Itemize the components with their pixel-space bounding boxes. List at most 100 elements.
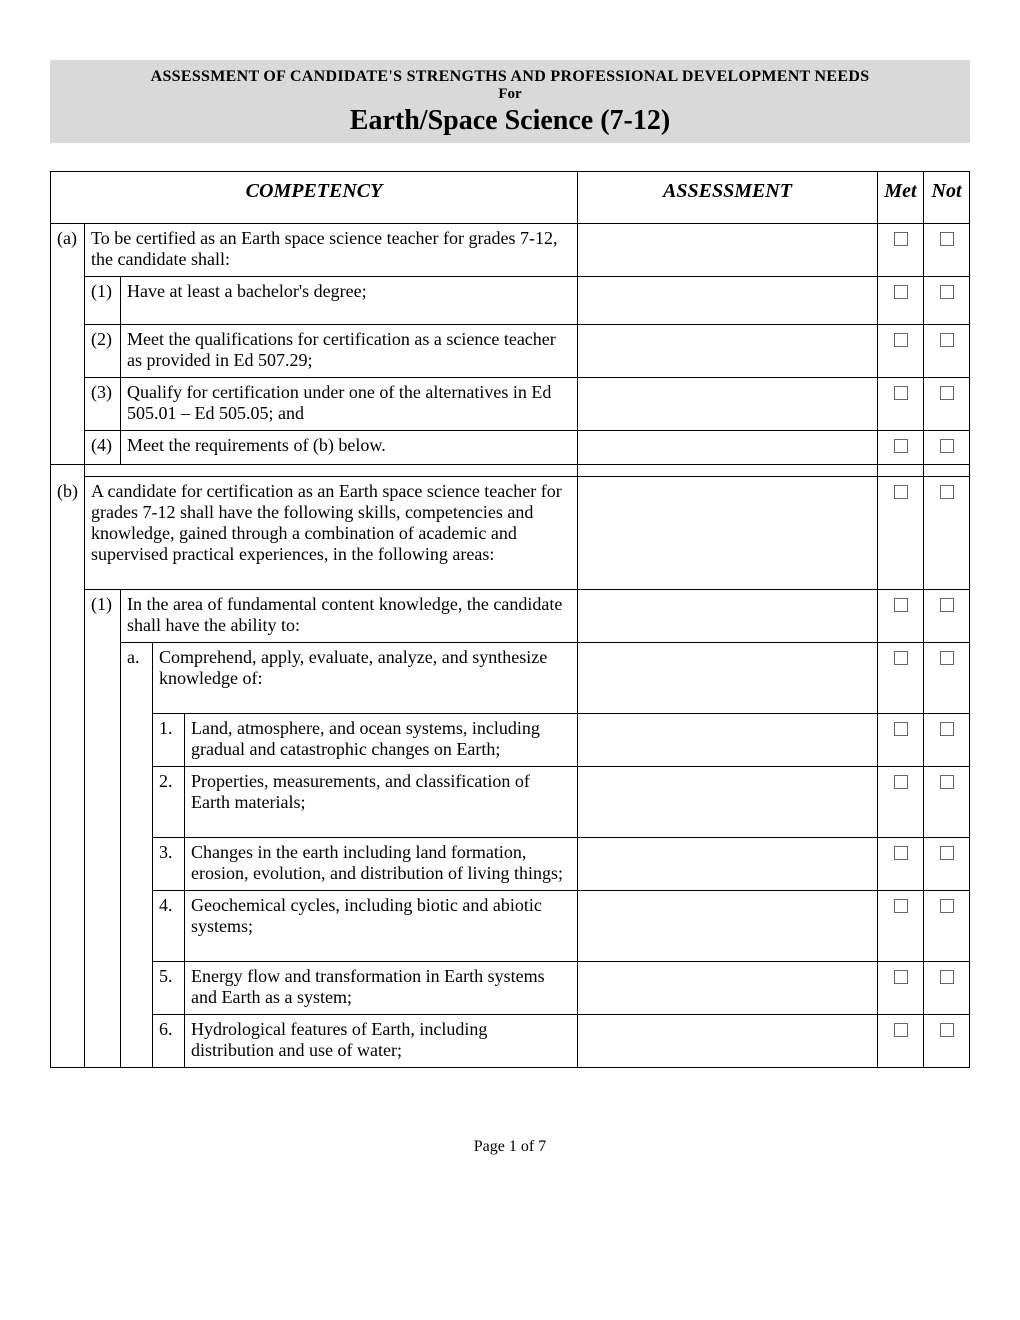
- met-cell: [878, 224, 924, 277]
- checkbox-icon[interactable]: [940, 651, 954, 665]
- row-b-text: A candidate for certification as an Eart…: [85, 477, 578, 590]
- col-assessment: ASSESSMENT: [578, 172, 878, 224]
- row-a4-text: Meet the requirements of (b) below.: [121, 431, 578, 465]
- row-b1-text: In the area of fundamental content knowl…: [121, 590, 578, 643]
- row-b1a3-label: 3.: [153, 838, 185, 891]
- not-cell: [924, 767, 970, 838]
- checkbox-icon[interactable]: [894, 386, 908, 400]
- checkbox-icon[interactable]: [894, 651, 908, 665]
- header-title: Earth/Space Science (7-12): [56, 105, 964, 137]
- row-a1-label: (1): [85, 277, 121, 325]
- indent-cell: [51, 590, 85, 643]
- table-row: (a) To be certified as an Earth space sc…: [51, 224, 970, 277]
- not-cell: [924, 590, 970, 643]
- checkbox-icon[interactable]: [894, 285, 908, 299]
- assessment-cell: [578, 767, 878, 838]
- assessment-cell: [578, 431, 878, 465]
- checkbox-icon[interactable]: [940, 970, 954, 984]
- checkbox-icon[interactable]: [894, 1023, 908, 1037]
- checkbox-icon[interactable]: [940, 439, 954, 453]
- checkbox-icon[interactable]: [940, 232, 954, 246]
- col-competency: COMPETENCY: [51, 172, 578, 224]
- not-cell: [924, 714, 970, 767]
- assessment-cell: [578, 891, 878, 962]
- indent-cell: [51, 962, 85, 1015]
- row-a1-text: Have at least a bachelor's degree;: [121, 277, 578, 325]
- table-row: (3) Qualify for certification under one …: [51, 378, 970, 431]
- indent-cell: [85, 767, 121, 838]
- indent-cell: [51, 378, 85, 431]
- assessment-cell: [578, 378, 878, 431]
- indent-cell: [85, 643, 121, 714]
- checkbox-icon[interactable]: [894, 970, 908, 984]
- indent-cell: [51, 891, 85, 962]
- met-cell: [878, 714, 924, 767]
- row-a2-text: Meet the qualifications for certificatio…: [121, 325, 578, 378]
- checkbox-icon[interactable]: [894, 333, 908, 347]
- not-cell: [924, 891, 970, 962]
- table-header-row: COMPETENCY ASSESSMENT Met Not: [51, 172, 970, 224]
- checkbox-icon[interactable]: [940, 775, 954, 789]
- header-for: For: [56, 86, 964, 103]
- indent-cell: [121, 1015, 153, 1068]
- indent-cell: [51, 277, 85, 325]
- row-a-label: (a): [51, 224, 85, 277]
- indent-cell: [51, 767, 85, 838]
- row-b1a1-label: 1.: [153, 714, 185, 767]
- checkbox-icon[interactable]: [894, 899, 908, 913]
- row-b1a5-text: Energy flow and transformation in Earth …: [185, 962, 578, 1015]
- checkbox-icon[interactable]: [894, 775, 908, 789]
- met-cell: [878, 277, 924, 325]
- checkbox-icon[interactable]: [894, 439, 908, 453]
- checkbox-icon[interactable]: [940, 485, 954, 499]
- met-cell: [878, 1015, 924, 1068]
- row-b1a5-label: 5.: [153, 962, 185, 1015]
- row-b1a6-text: Hydrological features of Earth, includin…: [185, 1015, 578, 1068]
- page-footer: Page 1 of 7: [50, 1138, 970, 1156]
- indent-cell: [51, 838, 85, 891]
- table-row: (2) Meet the qualifications for certific…: [51, 325, 970, 378]
- checkbox-icon[interactable]: [940, 1023, 954, 1037]
- checkbox-icon[interactable]: [940, 285, 954, 299]
- table-row: (b) A candidate for certification as an …: [51, 477, 970, 590]
- table-row: 3. Changes in the earth including land f…: [51, 838, 970, 891]
- checkbox-icon[interactable]: [940, 386, 954, 400]
- row-a4-label: (4): [85, 431, 121, 465]
- checkbox-icon[interactable]: [894, 722, 908, 736]
- row-b1a1-text: Land, atmosphere, and ocean systems, inc…: [185, 714, 578, 767]
- checkbox-icon[interactable]: [940, 899, 954, 913]
- indent-cell: [51, 1015, 85, 1068]
- row-b1a3-text: Changes in the earth including land form…: [185, 838, 578, 891]
- row-b1a2-label: 2.: [153, 767, 185, 838]
- row-b1a-label: a.: [121, 643, 153, 714]
- checkbox-icon[interactable]: [940, 333, 954, 347]
- row-a3-text: Qualify for certification under one of t…: [121, 378, 578, 431]
- assessment-cell: [578, 714, 878, 767]
- checkbox-icon[interactable]: [894, 598, 908, 612]
- checkbox-icon[interactable]: [894, 846, 908, 860]
- table-row: 6. Hydrological features of Earth, inclu…: [51, 1015, 970, 1068]
- not-cell: [924, 838, 970, 891]
- table-row: (1) Have at least a bachelor's degree;: [51, 277, 970, 325]
- table-row: a. Comprehend, apply, evaluate, analyze,…: [51, 643, 970, 714]
- indent-cell: [51, 714, 85, 767]
- indent-cell: [51, 643, 85, 714]
- not-cell: [924, 477, 970, 590]
- row-b1a4-label: 4.: [153, 891, 185, 962]
- checkbox-icon[interactable]: [894, 485, 908, 499]
- indent-cell: [121, 962, 153, 1015]
- met-cell: [878, 962, 924, 1015]
- checkbox-icon[interactable]: [940, 598, 954, 612]
- met-cell: [878, 838, 924, 891]
- checkbox-icon[interactable]: [940, 846, 954, 860]
- assessment-cell: [578, 224, 878, 277]
- header-line-1: ASSESSMENT OF CANDIDATE'S STRENGTHS AND …: [56, 68, 964, 86]
- row-a-text: To be certified as an Earth space scienc…: [85, 224, 578, 277]
- table-row: 4. Geochemical cycles, including biotic …: [51, 891, 970, 962]
- document-header: ASSESSMENT OF CANDIDATE'S STRENGTHS AND …: [50, 60, 970, 143]
- row-b1a2-text: Properties, measurements, and classifica…: [185, 767, 578, 838]
- table-row: 1. Land, atmosphere, and ocean systems, …: [51, 714, 970, 767]
- checkbox-icon[interactable]: [940, 722, 954, 736]
- checkbox-icon[interactable]: [894, 232, 908, 246]
- indent-cell: [85, 962, 121, 1015]
